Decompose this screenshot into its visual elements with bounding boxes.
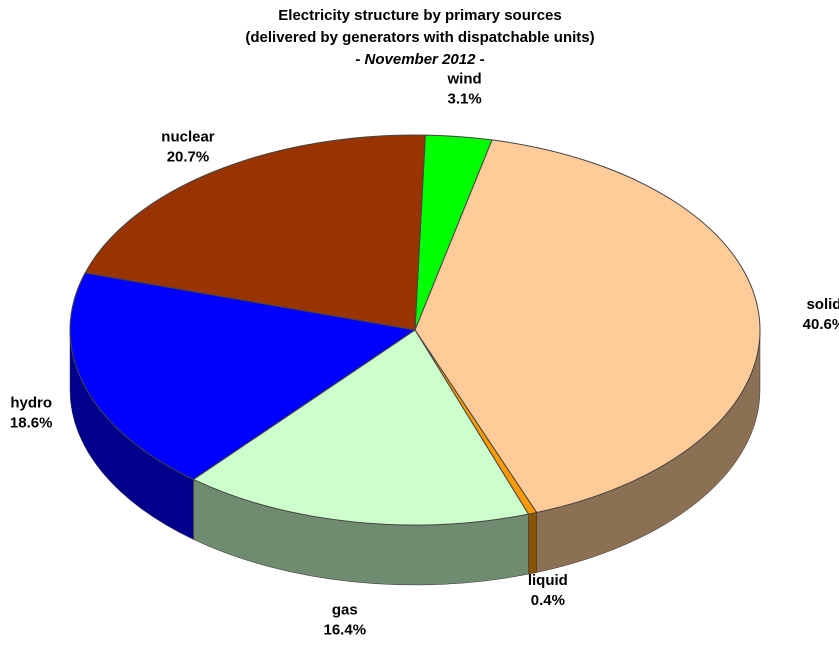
slice — [192, 329, 530, 526]
slice — [69, 272, 417, 481]
slice-side — [528, 512, 537, 575]
slice-value-label: 16.4% — [324, 622, 367, 639]
slice — [84, 134, 426, 331]
slice-value-label: 18.6% — [10, 415, 53, 432]
slice-label: wind — [447, 71, 482, 88]
chart-period: - November 2012 - — [355, 51, 484, 68]
slice-value-label: 40.6% — [803, 316, 839, 333]
slice-value-label: 20.7% — [167, 149, 210, 166]
slice-label: solid — [806, 296, 839, 313]
chart-subtitle: (delivered by generators with dispatchab… — [245, 29, 594, 46]
slice-label: hydro — [10, 395, 52, 412]
slice-label: nuclear — [161, 129, 215, 146]
slice — [414, 139, 761, 514]
slice-value-label: 0.4% — [531, 592, 565, 609]
slice-label: liquid — [528, 572, 568, 589]
slice-value-label: 3.1% — [448, 91, 482, 108]
slice-label: gas — [332, 602, 358, 619]
chart-title: Electricity structure by primary sources — [278, 7, 561, 24]
